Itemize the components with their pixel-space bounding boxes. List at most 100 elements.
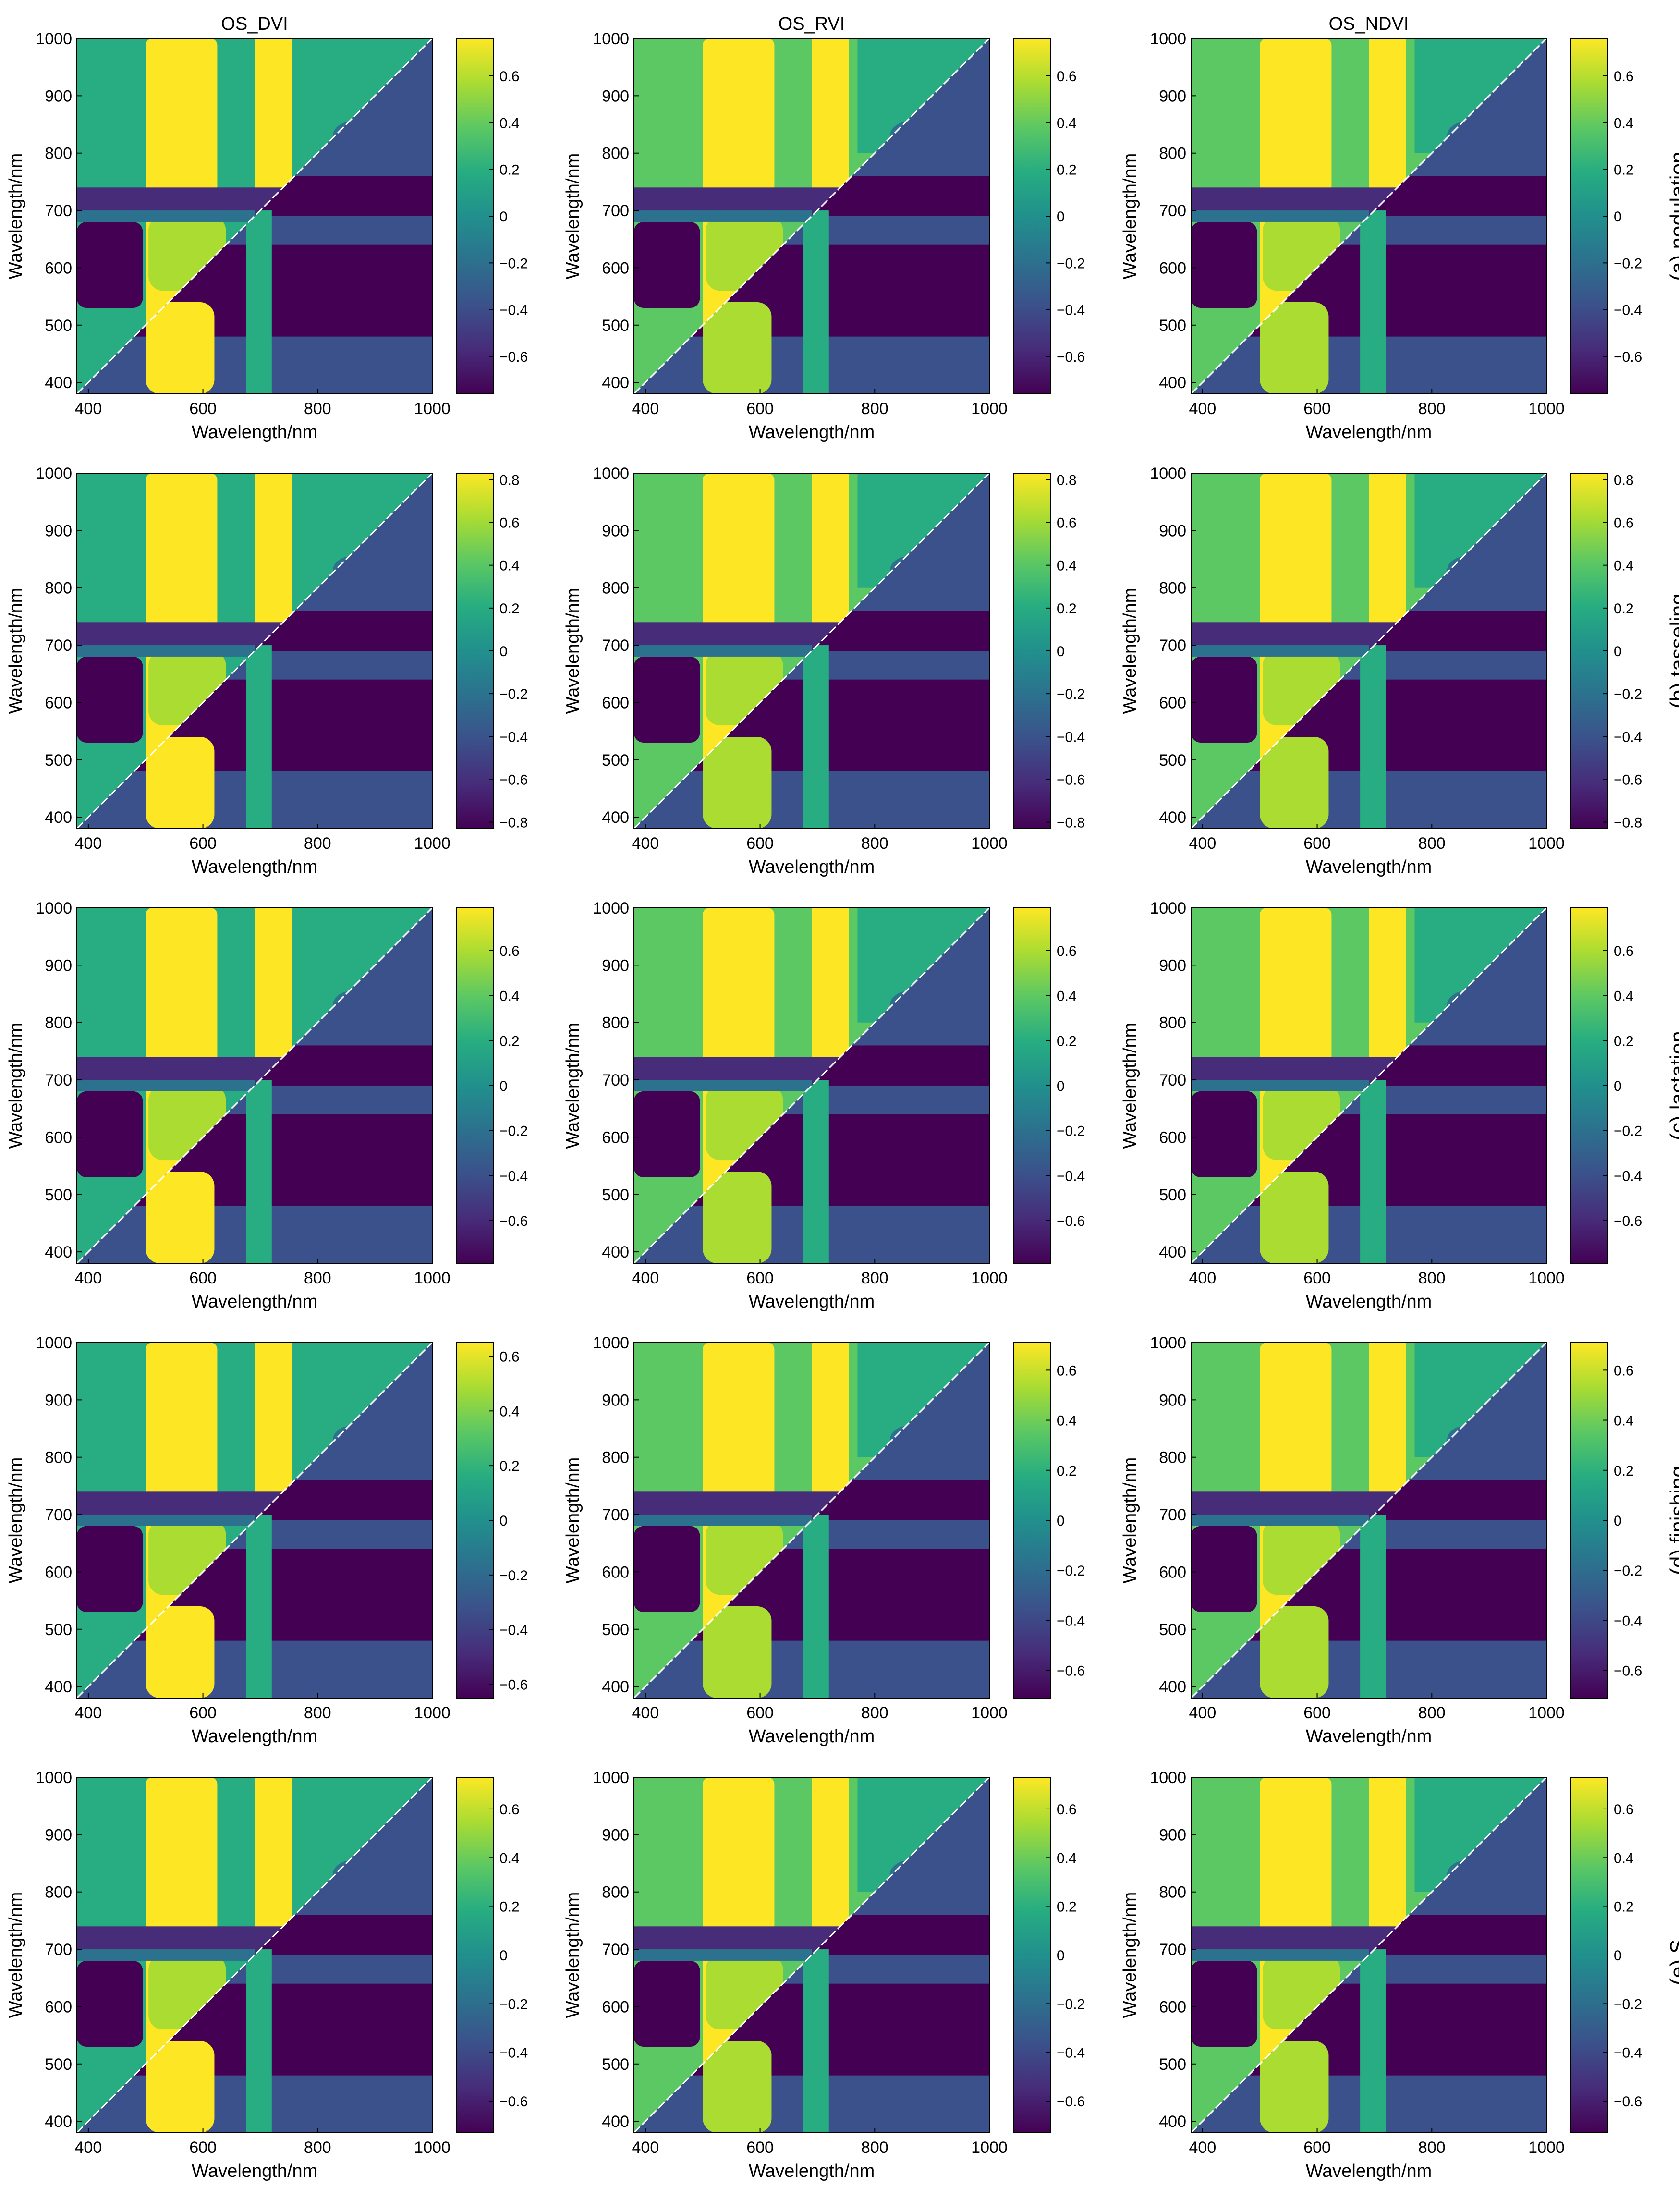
colorbar-tick-label: −0.6 <box>1057 1213 1085 1229</box>
x-tick-label: 400 <box>75 400 102 418</box>
colorbar: −0.6 −0.4 −0.2 0 0.2 0.4 0.6 <box>1013 1342 1085 1699</box>
colorbar: −0.6 −0.4 −0.2 0 0.2 0.4 0.6 <box>456 38 528 394</box>
axes-frame <box>1191 1777 1547 2133</box>
colorbar-tick-label: 0.4 <box>1057 115 1077 131</box>
y-tick-label: 900 <box>602 87 629 105</box>
colorbar-tick-label: −0.4 <box>1057 729 1085 745</box>
y-tick-label: 900 <box>45 87 72 105</box>
colorbar-tick-label: 0.2 <box>499 1899 520 1915</box>
colorbar-tick-label: 0.4 <box>1057 1413 1077 1429</box>
colorbar-tick-label: 0.4 <box>499 558 520 574</box>
colorbar-tick-label: 0.6 <box>499 69 520 85</box>
x-tick-label: 400 <box>1189 400 1217 418</box>
x-tick-label: 400 <box>632 1269 659 1287</box>
y-tick-label: 400 <box>45 808 72 827</box>
diagonal-line <box>633 1776 990 2134</box>
y-tick-label: 900 <box>1159 87 1186 105</box>
x-tick-label: 800 <box>1418 2139 1446 2157</box>
x-tick-label: 400 <box>1189 834 1217 853</box>
x-axis-label: Wavelength/nm <box>749 857 875 877</box>
y-tick-label: 800 <box>602 1014 629 1032</box>
colorbar-tick-label: 0 <box>1057 1948 1065 1964</box>
y-tick-label: 800 <box>602 145 629 163</box>
x-tick-label: 400 <box>75 1269 102 1287</box>
x-tick-label: 800 <box>861 1269 888 1287</box>
colorbar-tick-label: −0.6 <box>499 1213 528 1229</box>
colorbar: −0.8 −0.6 −0.4 −0.2 0 0.2 0.4 0.6 0.8 <box>1013 472 1085 831</box>
colorbar-tick-label: 0.2 <box>1057 162 1077 178</box>
x-tick-label: 1000 <box>414 1269 450 1287</box>
colorbar-tick-label: −0.2 <box>1614 1996 1642 2012</box>
colorbar-tick-label: −0.4 <box>1614 1168 1642 1184</box>
colorbar-tick-label: −0.2 <box>1057 686 1085 702</box>
y-tick-label: 900 <box>602 956 629 975</box>
x-tick-label: 600 <box>1303 1704 1331 1722</box>
y-tick-label: 800 <box>45 145 72 163</box>
y-tick-label: 500 <box>602 317 629 335</box>
colorbar-tick-label: −0.6 <box>1057 1663 1085 1679</box>
y-tick-label: 800 <box>1159 1883 1186 1902</box>
y-tick-label: 400 <box>1159 1243 1186 1261</box>
colorbar-tick-label: −0.6 <box>1614 772 1642 788</box>
x-tick-label: 800 <box>1418 834 1446 853</box>
heatmap-panel-S_all-OS_RVI: 400 600 800 1000 400 500 600 700 800 900 1000 Wavel… <box>563 1769 1085 2181</box>
y-tick-label: 700 <box>602 202 629 220</box>
x-tick-label: 1000 <box>1528 1269 1565 1287</box>
x-tick-label: 600 <box>189 1269 217 1287</box>
diagonal-line <box>76 1342 433 1699</box>
heatmap-grid: 400 600 800 1000 400 500 600 700 800 900 1000 Wavel… <box>6 14 1679 2181</box>
colorbar-tick-label: 0.4 <box>1614 989 1634 1004</box>
x-tick-label: 1000 <box>971 834 1008 853</box>
colorbar-tick-label: −0.4 <box>499 729 528 745</box>
y-tick-label: 500 <box>45 317 72 335</box>
y-tick-label: 400 <box>45 2113 72 2131</box>
y-tick-label: 900 <box>1159 1826 1186 1844</box>
y-tick-label: 1000 <box>593 899 629 917</box>
y-tick-label: 1000 <box>1150 464 1186 483</box>
y-tick-label: 1000 <box>1150 1769 1186 1787</box>
heatmap-panel-tasseling-OS_RVI: 400 600 800 1000 400 500 600 700 800 900 1000 Wavel… <box>563 464 1085 877</box>
colorbar-tick-label: 0.4 <box>1614 1413 1634 1429</box>
x-tick-label: 400 <box>1189 1704 1217 1722</box>
row-label: (b) tasseling <box>1666 593 1679 709</box>
heatmap-panel-nodulation-OS_DVI: 400 600 800 1000 400 500 600 700 800 900 1000 Wavel… <box>6 14 528 442</box>
y-tick-label: 400 <box>602 1243 629 1261</box>
diagonal-line <box>76 907 433 1264</box>
y-tick-label: 1000 <box>36 464 72 483</box>
axes-frame <box>1191 1342 1547 1699</box>
colorbar-tick-label: 0.6 <box>1614 1802 1634 1818</box>
x-tick-label: 1000 <box>971 1269 1008 1287</box>
x-axis-label: Wavelength/nm <box>749 1726 875 1747</box>
x-tick-label: 1000 <box>1528 400 1565 418</box>
x-tick-label: 600 <box>189 1704 217 1722</box>
y-axis-label: Wavelength/nm <box>563 588 583 714</box>
colorbar-tick-label: 0.4 <box>499 1850 520 1866</box>
y-tick-label: 400 <box>602 1678 629 1696</box>
y-axis-label: Wavelength/nm <box>1120 588 1140 714</box>
x-tick-label: 400 <box>75 2139 102 2157</box>
y-tick-label: 600 <box>602 1128 629 1147</box>
colorbar-tick-label: 0.2 <box>499 1458 520 1474</box>
colorbar-tick-label: 0.6 <box>1057 515 1077 531</box>
diagonal-line <box>633 37 990 395</box>
y-tick-label: 600 <box>602 1563 629 1581</box>
colorbar-tick-label: 0.2 <box>1614 1033 1634 1049</box>
colorbar-tick-label: −0.2 <box>1614 686 1642 702</box>
x-tick-label: 800 <box>304 2139 331 2157</box>
x-axis-label: Wavelength/nm <box>192 857 318 877</box>
colorbar-tick-label: −0.6 <box>1057 2094 1085 2110</box>
y-axis-label: Wavelength/nm <box>1120 1023 1140 1149</box>
colorbar-tick-label: 0.4 <box>1614 1850 1634 1866</box>
colorbar-tick-label: 0.2 <box>1614 162 1634 178</box>
y-tick-label: 600 <box>1159 1563 1186 1581</box>
y-axis-label: Wavelength/nm <box>563 1892 583 2018</box>
y-tick-label: 1000 <box>593 1334 629 1352</box>
y-tick-label: 600 <box>45 1128 72 1147</box>
x-axis-label: Wavelength/nm <box>1306 1292 1432 1312</box>
colorbar-tick-label: 0.4 <box>499 115 520 131</box>
y-tick-label: 700 <box>45 202 72 220</box>
y-tick-label: 600 <box>45 1998 72 2016</box>
colorbar-tick-label: 0 <box>1614 1513 1622 1529</box>
heatmap-cells <box>1191 38 1546 394</box>
